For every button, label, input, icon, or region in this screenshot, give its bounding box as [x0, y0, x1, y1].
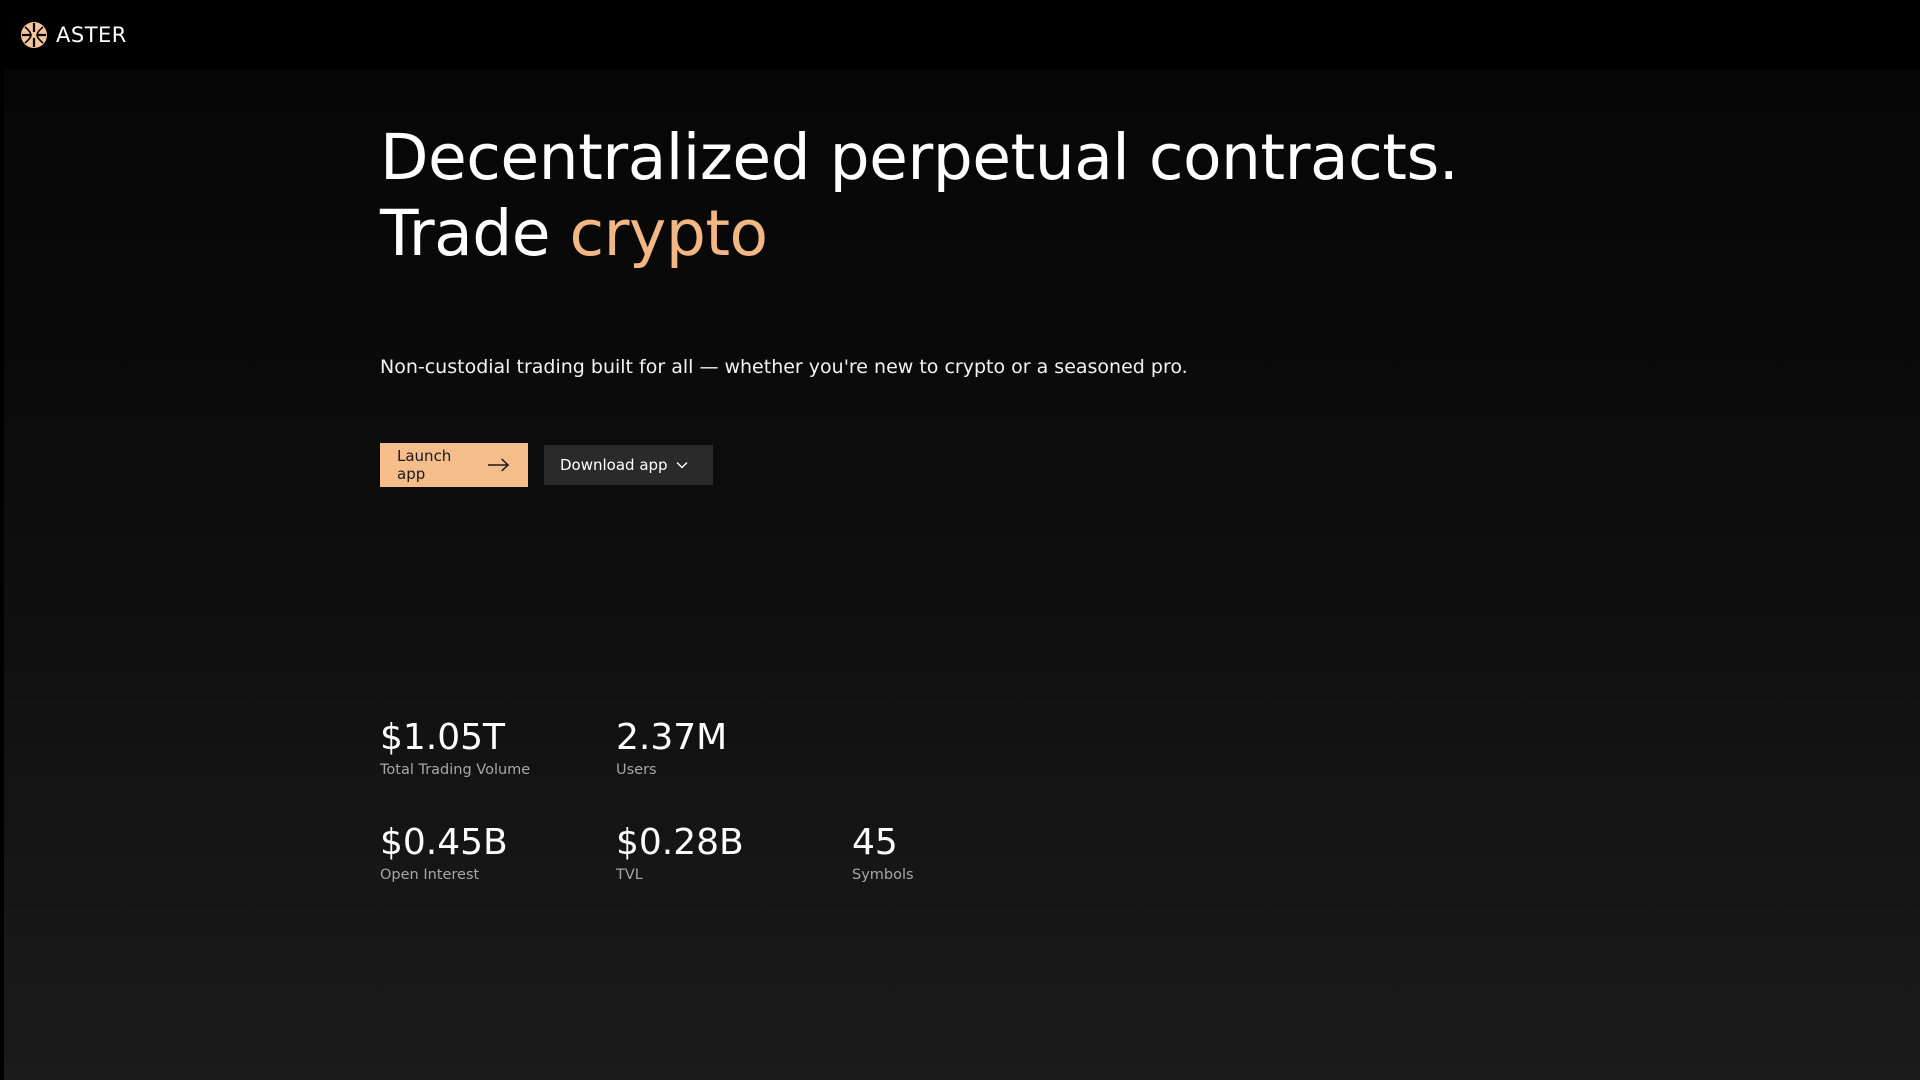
stat-value: $0.45B	[380, 822, 508, 863]
hero-section: Decentralized perpetual contracts. Trade…	[4, 70, 1920, 1080]
stat-tvl: $0.28B TVL	[616, 822, 744, 884]
download-app-label: Download app	[560, 456, 668, 474]
headline-line-2: Trade crypto	[380, 196, 1580, 272]
stat-open-interest: $0.45B Open Interest	[380, 822, 508, 884]
stat-users: 2.37M Users	[616, 717, 728, 779]
aster-logo-icon	[21, 21, 47, 48]
stat-symbols: 45 Symbols	[852, 822, 914, 884]
headline-prefix: Trade	[380, 197, 570, 270]
hero-subtitle: Non-custodial trading built for all — wh…	[380, 356, 1188, 378]
stat-value: 45	[852, 822, 898, 863]
hero-actions: Launch app Download app	[380, 443, 713, 487]
stat-label: TVL	[616, 867, 643, 883]
brand-link[interactable]: ASTER	[20, 20, 127, 49]
stat-value: 2.37M	[616, 717, 728, 758]
launch-app-button[interactable]: Launch app	[380, 443, 528, 487]
stat-label: Open Interest	[380, 867, 480, 883]
arrow-right-icon	[488, 458, 510, 472]
launch-app-label: Launch app	[397, 447, 452, 483]
hero-headline: Decentralized perpetual contracts. Trade…	[380, 120, 1580, 272]
hero-content: Decentralized perpetual contracts. Trade…	[380, 120, 1580, 487]
stat-value: $0.28B	[616, 822, 744, 863]
headline-line-1: Decentralized perpetual contracts.	[380, 121, 1459, 194]
stat-label: Users	[616, 762, 657, 778]
chevron-down-icon	[676, 462, 688, 469]
download-app-button[interactable]: Download app	[544, 445, 713, 485]
stat-total-trading-volume: $1.05T Total Trading Volume	[380, 717, 531, 779]
brand-name: ASTER	[56, 22, 127, 47]
stat-label: Symbols	[852, 867, 914, 883]
stat-label: Total Trading Volume	[380, 762, 531, 778]
top-navbar: ASTER	[0, 0, 1920, 70]
headline-accent-word: crypto	[569, 197, 769, 270]
stat-value: $1.05T	[380, 717, 506, 758]
